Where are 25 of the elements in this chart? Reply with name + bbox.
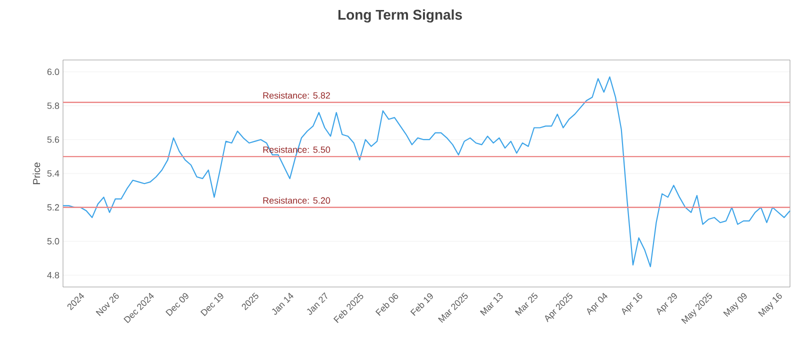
y-tick-label: 5.4 — [47, 170, 60, 177]
x-tick-label: Feb 06 — [375, 293, 398, 316]
x-tick-label: Nov 26 — [96, 293, 119, 316]
y-tick-label: 4.8 — [47, 272, 60, 278]
x-tick-label: Dec 09 — [166, 293, 188, 316]
ref-line-label: Resistance: 5.20 — [263, 197, 330, 204]
x-tick-label: Apr 04 — [587, 292, 608, 316]
x-tick-label: Apr 16 — [622, 293, 642, 316]
x-tick-label: Jan 27 — [306, 292, 328, 315]
chart-title: Long Term Signals — [338, 9, 462, 23]
x-tick-label: Dec 19 — [200, 293, 224, 316]
x-tick-label: Jan 14 — [272, 292, 294, 315]
ref-line-label: Resistance: 5.82 — [263, 92, 330, 99]
x-tick-label: May 09 — [723, 293, 747, 317]
x-tick-label: Feb 19 — [410, 293, 433, 316]
y-tick-label: 5.0 — [47, 238, 60, 244]
x-tick-label: Mar 25 — [514, 292, 538, 316]
y-tick-label: 5.2 — [47, 204, 60, 211]
y-tick-label: 5.8 — [47, 102, 60, 109]
y-tick-label: 5.6 — [47, 136, 60, 143]
x-tick-label: Apr 29 — [656, 293, 677, 316]
x-tick-label: May 16 — [758, 293, 782, 317]
y-tick-label: 6.0 — [47, 68, 60, 76]
x-tick-label: Mar 13 — [480, 293, 503, 316]
y-axis-title: Price — [32, 162, 40, 184]
